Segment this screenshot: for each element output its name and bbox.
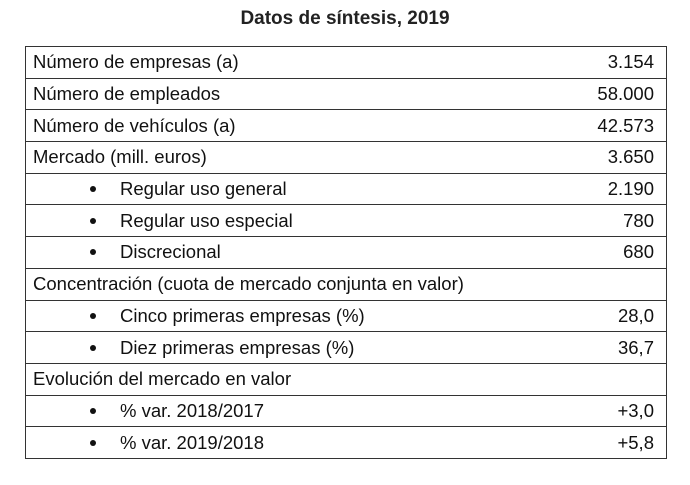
row-value: 42.573	[496, 109, 667, 143]
sub-row-cell: Diez primeras empresas (%)	[25, 331, 497, 364]
table-row: Número de vehículos (a) 42.573	[25, 109, 667, 143]
row-label: Número de empleados	[25, 77, 497, 111]
row-value: 780	[496, 204, 667, 238]
sub-row-cell: Cinco primeras empresas (%)	[25, 299, 497, 333]
row-label: Regular uso general	[120, 178, 287, 200]
row-label: Diez primeras empresas (%)	[120, 336, 355, 358]
bullet-icon	[90, 407, 96, 414]
table-row: % var. 2018/2017 +3,0	[25, 394, 667, 428]
bullet-icon	[90, 186, 96, 193]
row-value: 58.000	[496, 77, 667, 111]
row-value: 3.650	[496, 141, 667, 174]
bullet-icon	[90, 344, 96, 351]
table-row: Cinco primeras empresas (%) 28,0	[25, 299, 667, 333]
row-value: +3,0	[496, 394, 667, 428]
row-value: 680	[496, 236, 667, 269]
sub-row-cell: % var. 2018/2017	[25, 394, 497, 428]
bullet-icon	[90, 439, 96, 446]
row-label: Concentración (cuota de mercado conjunta…	[25, 267, 667, 301]
row-label: Regular uso especial	[120, 209, 293, 231]
row-label: % var. 2018/2017	[120, 399, 264, 421]
row-label: Cinco primeras empresas (%)	[120, 304, 365, 326]
bullet-icon	[90, 312, 96, 319]
row-label: Discrecional	[120, 241, 221, 263]
row-label: % var. 2019/2018	[120, 431, 264, 453]
sub-row-cell: Regular uso general	[25, 172, 497, 206]
bullet-icon	[90, 249, 96, 256]
row-label: Mercado (mill. euros)	[25, 141, 497, 174]
row-label: Evolución del mercado en valor	[25, 362, 667, 396]
row-value: 3.154	[496, 46, 667, 79]
bullet-icon	[90, 217, 96, 224]
row-value: 28,0	[496, 299, 667, 333]
table-row: Regular uso especial 780	[25, 204, 667, 238]
row-label: Número de vehículos (a)	[25, 109, 497, 143]
table-row: Evolución del mercado en valor	[25, 362, 667, 396]
table-title: Datos de síntesis, 2019	[240, 8, 450, 29]
table-row: % var. 2019/2018 +5,8	[25, 426, 667, 459]
table-row: Discrecional 680	[25, 236, 667, 269]
row-label: Número de empresas (a)	[25, 46, 497, 79]
sub-row-cell: Discrecional	[25, 236, 497, 269]
summary-table: Número de empresas (a) 3.154 Número de e…	[25, 46, 667, 459]
table-row: Mercado (mill. euros) 3.650	[25, 141, 667, 174]
row-value: +5,8	[496, 426, 667, 459]
row-value: 2.190	[496, 172, 667, 206]
table-row: Diez primeras empresas (%) 36,7	[25, 331, 667, 364]
row-value: 36,7	[496, 331, 667, 364]
table-row: Número de empleados 58.000	[25, 77, 667, 111]
table-row: Número de empresas (a) 3.154	[25, 46, 667, 79]
table-row: Concentración (cuota de mercado conjunta…	[25, 267, 667, 301]
sub-row-cell: Regular uso especial	[25, 204, 497, 238]
table-row: Regular uso general 2.190	[25, 172, 667, 206]
sub-row-cell: % var. 2019/2018	[25, 426, 497, 459]
